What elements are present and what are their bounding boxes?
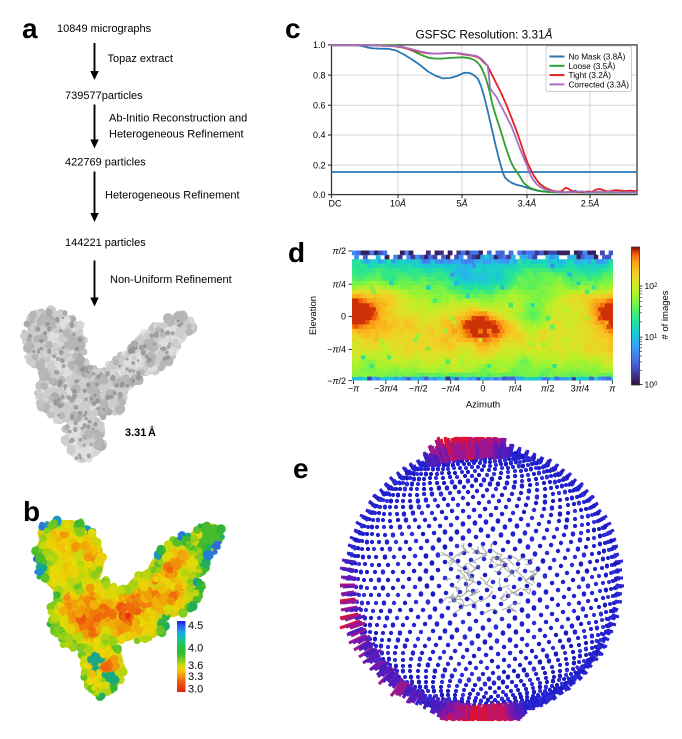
svg-text:π: π [609, 384, 616, 394]
svg-text:Tight (3.2Å): Tight (3.2Å) [569, 70, 612, 80]
svg-text:3.31: 3.31 [125, 427, 146, 439]
svg-text:0.0: 0.0 [313, 190, 326, 200]
svg-text:3.0: 3.0 [188, 684, 203, 696]
svg-text:d: d [288, 237, 305, 268]
svg-text:a: a [22, 13, 38, 44]
svg-text:c: c [285, 13, 301, 44]
svg-text:0: 0 [480, 384, 485, 394]
svg-text:e: e [293, 453, 309, 484]
svg-text:Ab-Initio Reconstruction and: Ab-Initio Reconstruction and [109, 113, 247, 125]
svg-text:# of images: # of images [660, 290, 671, 339]
svg-text:144221 particles: 144221 particles [65, 237, 146, 249]
svg-text:π/2: π/2 [541, 384, 555, 394]
svg-text:3π/4: 3π/4 [571, 384, 590, 394]
svg-text:−π/4: −π/4 [327, 345, 346, 355]
svg-text:GSFSC Resolution: 3.31Å: GSFSC Resolution: 3.31Å [415, 28, 552, 42]
svg-text:0: 0 [341, 312, 346, 322]
svg-text:π/4: π/4 [509, 384, 523, 394]
svg-text:5Å: 5Å [456, 199, 467, 209]
svg-text:2.5Å: 2.5Å [581, 199, 600, 209]
svg-text:Heterogeneous Refinement: Heterogeneous Refinement [109, 129, 244, 141]
svg-text:102: 102 [645, 281, 658, 291]
svg-text:−π: −π [348, 384, 360, 394]
svg-text:0.8: 0.8 [313, 70, 326, 80]
svg-text:Topaz extract: Topaz extract [108, 53, 173, 65]
svg-text:0.2: 0.2 [313, 160, 326, 170]
svg-text:0.4: 0.4 [313, 130, 326, 140]
svg-text:Azimuth: Azimuth [466, 400, 500, 411]
svg-text:−3π/4: −3π/4 [374, 384, 398, 394]
svg-text:10Å: 10Å [390, 199, 406, 209]
svg-text:Å: Å [148, 426, 156, 439]
svg-text:No Mask (3.8Å): No Mask (3.8Å) [569, 52, 626, 62]
svg-text:Corrected (3.3Å): Corrected (3.3Å) [569, 79, 630, 89]
svg-text:4.0: 4.0 [188, 643, 203, 655]
svg-text:Loose (3.5Å): Loose (3.5Å) [569, 61, 616, 71]
svg-text:100: 100 [645, 380, 658, 390]
svg-text:Heterogeneous Refinement: Heterogeneous Refinement [105, 190, 240, 202]
svg-text:DC: DC [329, 199, 342, 209]
svg-text:b: b [23, 496, 40, 527]
svg-text:0.6: 0.6 [313, 101, 326, 111]
svg-text:π/2: π/2 [332, 246, 346, 256]
svg-text:3.4Å: 3.4Å [518, 199, 537, 209]
svg-text:−π/2: −π/2 [327, 376, 346, 386]
svg-text:Non-Uniform Refinement: Non-Uniform Refinement [110, 274, 232, 286]
svg-text:−π/4: −π/4 [441, 384, 460, 394]
svg-text:3.3: 3.3 [188, 671, 203, 683]
svg-text:1.0: 1.0 [313, 40, 326, 50]
svg-text:739577particles: 739577particles [65, 90, 143, 102]
svg-text:−π/2: −π/2 [409, 384, 428, 394]
svg-text:4.5: 4.5 [188, 620, 203, 632]
svg-text:3.6: 3.6 [188, 660, 203, 672]
svg-text:422769 particles: 422769 particles [65, 157, 146, 169]
svg-text:101: 101 [645, 332, 658, 342]
svg-text:π/4: π/4 [332, 279, 346, 289]
svg-text:Elevation: Elevation [308, 296, 319, 335]
svg-text:10849 micrographs: 10849 micrographs [57, 23, 152, 35]
